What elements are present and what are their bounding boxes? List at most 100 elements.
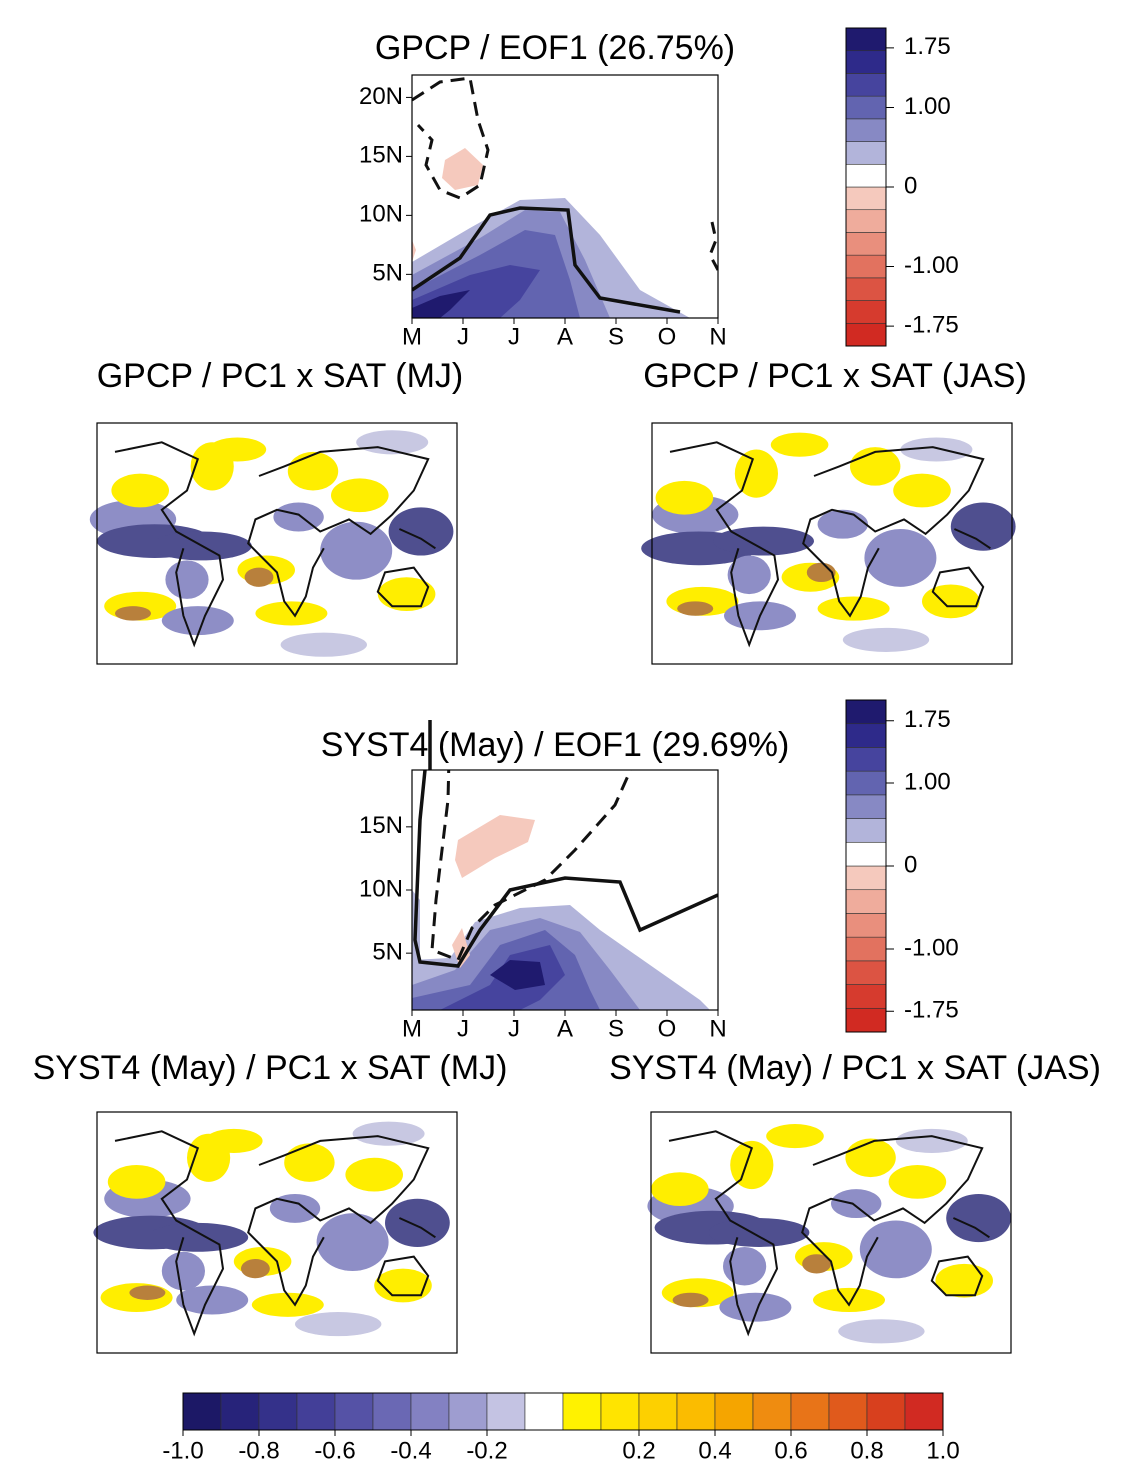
colorbar-box (845, 984, 887, 1009)
y-tick-label: 15N (359, 812, 403, 839)
colorbar-box (845, 723, 887, 748)
map-field (385, 1198, 450, 1247)
map-field (677, 601, 714, 616)
map-field (208, 437, 267, 462)
colorbar-box (845, 960, 887, 985)
colorbar-label: 1.00 (904, 93, 951, 120)
colorbar-label: -1.75 (904, 997, 959, 1024)
y-tick-label: 5N (372, 260, 403, 287)
map-field (165, 560, 209, 599)
map-title: GPCP / PC1 x SAT (MJ) (97, 357, 464, 395)
eof-shading (412, 76, 718, 318)
map-field (147, 1222, 249, 1252)
map-field (316, 1213, 389, 1272)
colorbar-box (845, 913, 887, 938)
colorbar-box (448, 1392, 488, 1431)
map-field (161, 1251, 205, 1291)
map-field (388, 507, 454, 556)
x-tick-label: N (709, 323, 726, 350)
colorbar-box (676, 1392, 716, 1431)
map-field (345, 1157, 404, 1192)
panel-title: GPCP / EOF1 (26.75%) (375, 29, 735, 67)
colorbar-box (828, 1392, 868, 1431)
colorbar-box (845, 95, 887, 120)
x-tick-label: J (508, 323, 520, 350)
colorbar-box (845, 889, 887, 914)
coastline (669, 441, 991, 648)
map (641, 422, 1016, 665)
colorbar-label: 0 (904, 851, 917, 878)
colorbar-box (600, 1392, 640, 1431)
map-field (331, 478, 389, 513)
map-frame (96, 1111, 458, 1354)
map-field (893, 473, 951, 508)
colorbar-box (845, 936, 887, 962)
colorbar-box (845, 794, 887, 819)
colorbar-box (334, 1392, 374, 1431)
map-field (950, 502, 1016, 551)
colorbar-label: 1.0 (926, 1437, 959, 1464)
colorbar-box (486, 1392, 526, 1431)
map-field (723, 1246, 767, 1286)
map (93, 1111, 458, 1354)
map-field (320, 521, 393, 580)
map-field (115, 606, 151, 621)
colorbar-label: 0.2 (622, 1437, 655, 1464)
colorbar-box (845, 141, 887, 165)
y-tick-label: 15N (359, 142, 403, 169)
colorbar-label: 0.6 (774, 1437, 807, 1464)
map-field (161, 606, 234, 636)
map-field (273, 502, 324, 532)
eof-shading (412, 770, 718, 1010)
colorbar-box (845, 254, 887, 279)
colorbar-box (845, 841, 887, 867)
y-tick-label: 10N (359, 875, 403, 902)
map-frame (96, 422, 458, 665)
colorbar-label: -1.75 (904, 311, 959, 338)
colorbar-box (845, 770, 887, 796)
colorbar-box (845, 232, 887, 256)
coastline (114, 1130, 436, 1337)
colorbar-label: -1.0 (162, 1437, 203, 1464)
colorbar-label: 0.4 (698, 1437, 731, 1464)
colorbar-box (904, 1392, 944, 1431)
colorbar-label: 0 (904, 172, 917, 199)
colorbar-label: -0.4 (390, 1437, 431, 1464)
colorbar-box (790, 1392, 830, 1431)
map-field (895, 1128, 968, 1153)
coastline (114, 441, 436, 648)
x-tick-label: S (608, 323, 624, 350)
colorbar-box (845, 163, 887, 188)
map-field (244, 567, 274, 587)
colorbar-label: -0.2 (466, 1437, 507, 1464)
map-field (713, 526, 814, 556)
map-field (205, 1128, 263, 1153)
colorbar-box (410, 1392, 450, 1431)
colorbar-box (845, 818, 887, 843)
x-tick-label: J (457, 323, 469, 350)
colorbar-box (845, 865, 887, 891)
map-field (377, 577, 436, 611)
colorbar-label: -0.6 (314, 1437, 355, 1464)
map-field (845, 1138, 896, 1178)
map-field (842, 627, 930, 652)
map-field (734, 449, 779, 498)
colorbar-box (752, 1392, 792, 1431)
panel-title: SYST4 (May) / EOF1 (29.69%) (321, 726, 790, 764)
colorbar-box (714, 1392, 754, 1431)
map-field (719, 1292, 792, 1322)
map-field (284, 1143, 335, 1182)
colorbar-box (845, 27, 887, 52)
map-frame (650, 1111, 1012, 1354)
map-field (838, 1319, 925, 1344)
colorbar-box (845, 50, 887, 74)
map (647, 1111, 1012, 1354)
map-field (766, 1124, 824, 1149)
map-field (864, 529, 937, 587)
map-field (770, 432, 829, 457)
x-tick-label: O (658, 1015, 677, 1042)
colorbar-box (845, 1007, 887, 1033)
map-field (802, 1254, 831, 1274)
map-field (831, 1189, 882, 1219)
